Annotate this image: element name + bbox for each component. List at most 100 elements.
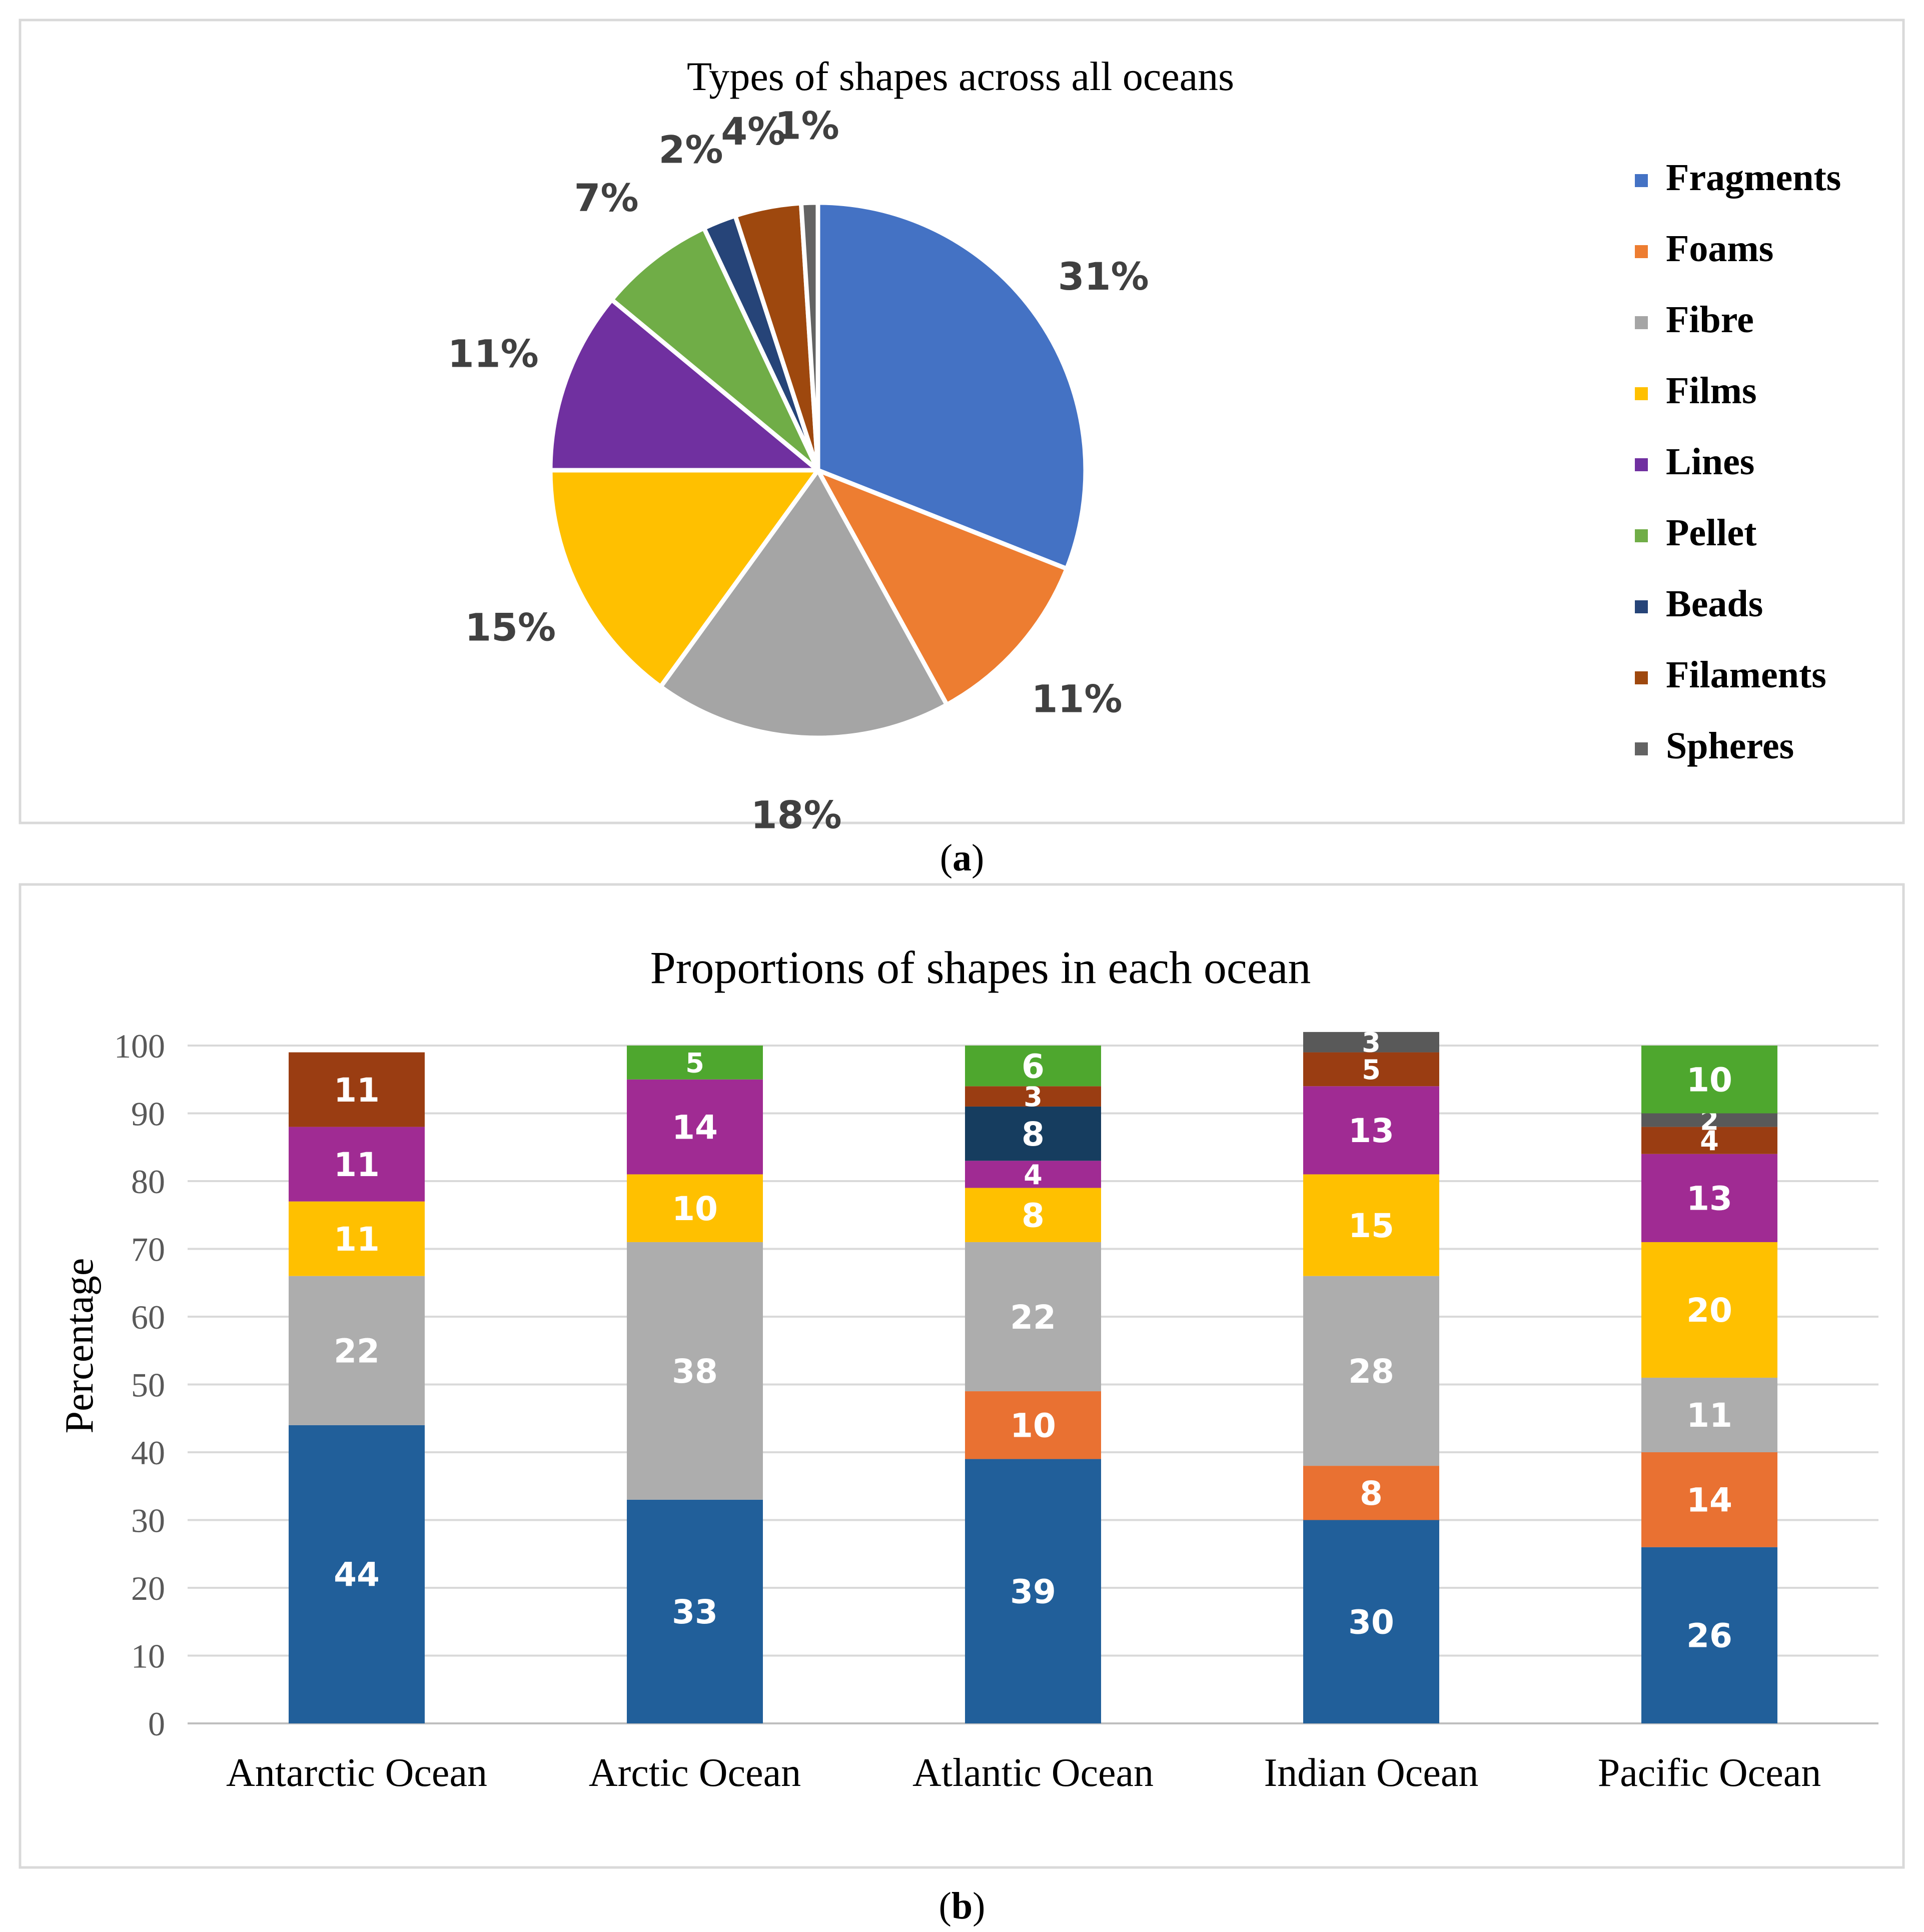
bar-segment-indian-ocean-foams [1303, 1466, 1439, 1520]
legend-item-beads: Beads [1635, 583, 1763, 625]
pie-label-filaments: 4% [721, 109, 785, 154]
pie-slice-fragments [815, 200, 1088, 571]
bar-segment-pacific-ocean-foams [1641, 1452, 1777, 1547]
bar-segment-pacific-ocean-filaments [1641, 1127, 1777, 1154]
bar-label-indian-ocean-films: 15 [1348, 1207, 1394, 1245]
pie-label-films: 15% [465, 605, 556, 649]
bar-label-atlantic-ocean-lines: 4 [1024, 1159, 1043, 1191]
bar-segment-indian-ocean-films [1303, 1174, 1439, 1276]
legend-item-spheres: Spheres [1635, 725, 1794, 767]
legend-item-foams: Foams [1635, 228, 1773, 270]
y-tick-100: 100 [114, 1027, 165, 1065]
bar-segment-arctic-ocean-films [627, 1174, 763, 1242]
bar-label-indian-ocean-spheres: 3 [1362, 1027, 1381, 1059]
panel-b-caption: (b) [939, 1885, 986, 1927]
pie-label-beads: 2% [658, 127, 723, 172]
pie-chart: 31% 11% 18% 15% 11% 7% 2%4%1% [448, 103, 1149, 837]
legend-label-fibre: Fibre [1666, 299, 1754, 341]
bar-label-antarctic-ocean-films: 11 [334, 1220, 380, 1259]
legend-label-lines: Lines [1666, 441, 1754, 483]
y-tick-60: 60 [131, 1298, 165, 1336]
legend-label-filaments: Filaments [1666, 654, 1826, 696]
pie-slice-pellet [609, 226, 820, 473]
bar-label-indian-ocean-foams: 8 [1360, 1474, 1383, 1513]
bar-segment-antarctic-ocean-filaments [289, 1052, 425, 1127]
pie-slice-lines [548, 297, 820, 473]
legend-label-beads: Beads [1666, 583, 1763, 625]
y-tick-90: 90 [131, 1095, 165, 1133]
bar-label-atlantic-ocean-fibre: 22 [1010, 1298, 1056, 1337]
bar-label-arctic-ocean-pellet: 5 [685, 1047, 704, 1079]
bar-label-indian-ocean-fibre: 28 [1348, 1352, 1394, 1391]
bar-stack-antarctic-ocean: 44 22 11 11 11 [289, 1052, 425, 1723]
bar-label-atlantic-ocean-films: 8 [1022, 1197, 1045, 1235]
bar-segment-atlantic-ocean-filaments [965, 1086, 1101, 1107]
x-tick-indian-ocean: Indian Ocean [1264, 1751, 1479, 1795]
pie-chart-title: Types of shapes across all oceans [687, 54, 1234, 99]
x-axis-ticks: Antarctic Ocean Arctic Ocean Atlantic Ocea… [226, 1751, 1821, 1795]
legend-swatch-spheres [1635, 742, 1648, 755]
y-tick-30: 30 [131, 1502, 165, 1540]
bar-segment-indian-ocean-filaments [1303, 1052, 1439, 1087]
legend-swatch-beads [1635, 600, 1648, 613]
bar-label-arctic-ocean-films: 10 [672, 1190, 718, 1228]
bar-segment-indian-ocean-fragments [1303, 1520, 1439, 1723]
stacked-bars: 4422111111333810145391022848363082815135… [289, 1027, 1777, 1723]
bar-label-indian-ocean-lines: 13 [1348, 1112, 1394, 1150]
bar-segment-atlantic-ocean-beads [965, 1106, 1101, 1161]
x-tick-atlantic-ocean: Atlantic Ocean [912, 1751, 1154, 1795]
bar-label-pacific-ocean-filaments: 4 [1700, 1125, 1719, 1157]
legend-item-pellet: Pellet [1635, 512, 1756, 554]
legend-swatch-foams [1635, 245, 1648, 258]
bar-label-pacific-ocean-films: 20 [1686, 1291, 1732, 1330]
pie-label-fragments: 31% [1058, 254, 1149, 299]
panel-b-paren-close: ) [973, 1885, 985, 1927]
bar-segment-arctic-ocean-pellet [627, 1046, 763, 1080]
bar-segment-antarctic-ocean-lines [289, 1127, 425, 1202]
bar-segment-pacific-ocean-fragments [1641, 1547, 1777, 1723]
bar-segment-indian-ocean-spheres [1303, 1032, 1439, 1053]
bar-segment-atlantic-ocean-lines [965, 1161, 1101, 1188]
bar-label-antarctic-ocean-fibre: 22 [334, 1332, 380, 1371]
x-tick-arctic-ocean: Arctic Ocean [589, 1751, 801, 1795]
bar-chart-title: Proportions of shapes in each ocean [650, 942, 1311, 993]
bar-segment-antarctic-ocean-fibre [289, 1276, 425, 1425]
panel-a-letter: a [952, 837, 972, 879]
bar-label-indian-ocean-filaments: 5 [1362, 1054, 1381, 1086]
bar-stack-indian-ocean: 30 8 28 15 13 53 [1303, 1027, 1439, 1723]
legend-item-fragments: Fragments [1635, 157, 1841, 199]
panel-b-paren-open: ( [939, 1885, 951, 1927]
bar-label-pacific-ocean-foams: 14 [1686, 1481, 1732, 1520]
bar-label-arctic-ocean-fragments: 33 [672, 1593, 718, 1631]
y-tick-50: 50 [131, 1366, 165, 1404]
y-tick-70: 70 [131, 1231, 165, 1269]
bar-label-arctic-ocean-lines: 14 [672, 1108, 718, 1147]
legend-item-fibre: Fibre [1635, 299, 1754, 341]
pie-label-lines: 11% [448, 331, 539, 376]
legend-swatch-filaments [1635, 671, 1648, 684]
pie-legend: Fragments Foams Fibre Films Lines Pellet Beads… [1635, 157, 1841, 767]
bar-label-antarctic-ocean-filaments: 11 [334, 1071, 380, 1110]
bar-segment-antarctic-ocean-fragments [289, 1425, 425, 1723]
bar-label-atlantic-ocean-foams: 10 [1010, 1407, 1056, 1445]
bar-segment-atlantic-ocean-pellet [965, 1046, 1101, 1087]
legend-swatch-pellet [1635, 529, 1648, 542]
bar-label-arctic-ocean-fibre: 38 [672, 1352, 718, 1391]
pie-label-fibre: 18% [751, 793, 842, 837]
bar-label-pacific-ocean-fragments: 26 [1686, 1617, 1732, 1655]
y-tick-20: 20 [131, 1569, 165, 1607]
panel-a-paren-open: ( [940, 837, 952, 879]
pie-label-spheres: 1% [775, 103, 839, 148]
bar-segment-atlantic-ocean-fragments [965, 1459, 1101, 1723]
bar-segment-atlantic-ocean-fibre [965, 1242, 1101, 1392]
bar-label-atlantic-ocean-beads: 8 [1022, 1115, 1045, 1154]
legend-swatch-lines [1635, 458, 1648, 471]
panel-a-caption: (a) [940, 837, 985, 879]
legend-item-lines: Lines [1635, 441, 1754, 483]
pie-slice-films [548, 468, 820, 689]
bar-label-atlantic-ocean-pellet: 6 [1022, 1047, 1045, 1086]
y-axis-ticks: 0 10 20 30 40 50 60 70 80 90 100 [114, 1027, 165, 1743]
bar-segment-indian-ocean-lines [1303, 1086, 1439, 1175]
